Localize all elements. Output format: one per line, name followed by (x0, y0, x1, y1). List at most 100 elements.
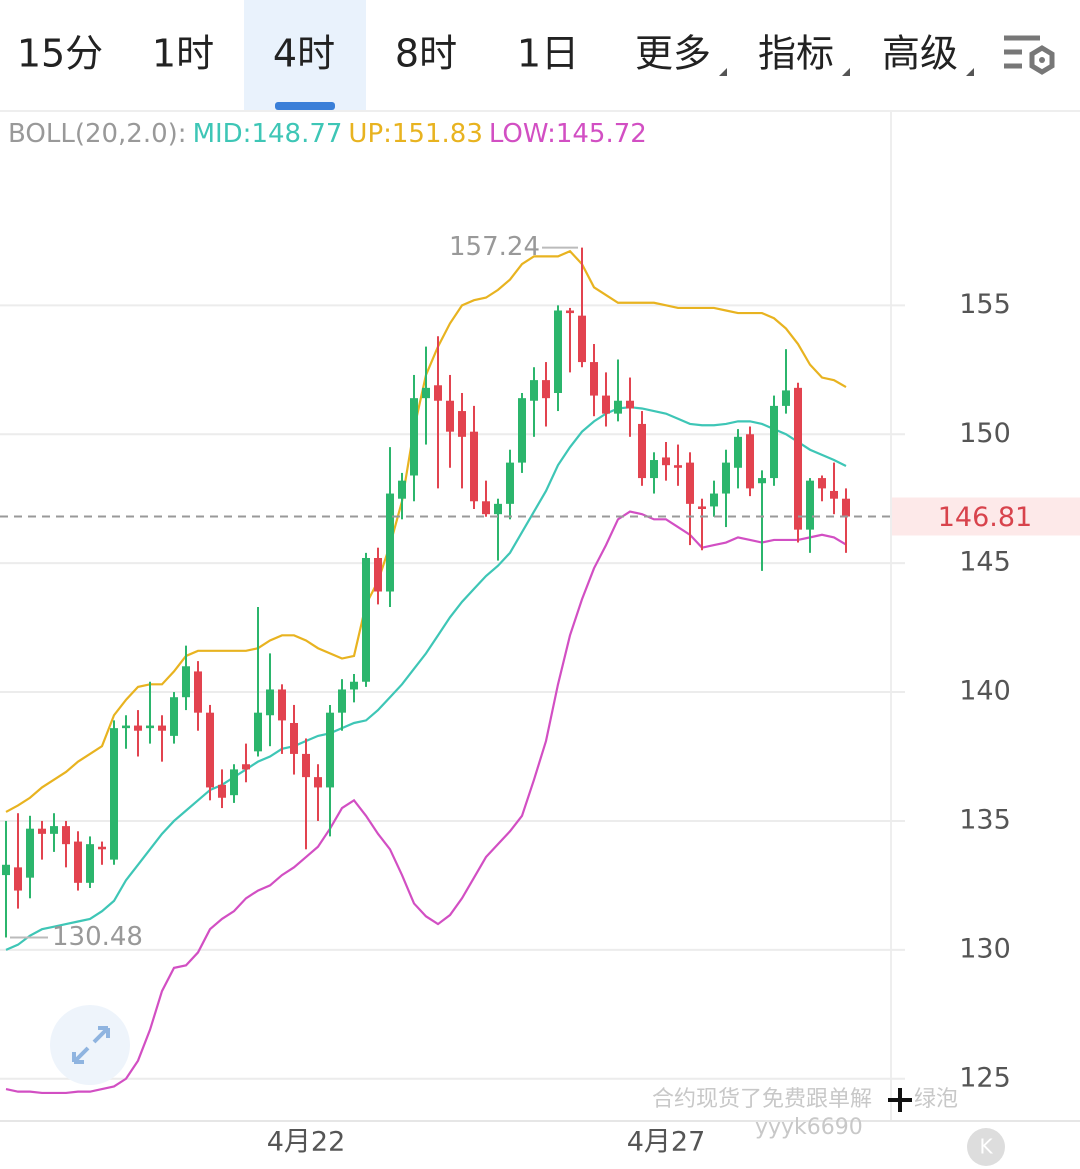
y-tick-label: 155 (959, 289, 1011, 320)
candle-body (482, 501, 490, 515)
candle-body (626, 400, 634, 409)
candle-body (590, 362, 598, 396)
candle-body (698, 506, 706, 510)
candle-body (782, 390, 790, 406)
candle-body (710, 493, 718, 507)
candle-body (278, 689, 286, 721)
dropdown-caret (966, 68, 974, 76)
candle-body (254, 712, 262, 752)
candle-body (602, 395, 610, 414)
candle-body (146, 725, 154, 729)
candle-body (770, 405, 778, 479)
candle-body (446, 400, 454, 432)
candle-body (506, 462, 514, 504)
tab[interactable]: 更多 (635, 32, 711, 76)
watermark: 合约现货了免费跟单解 (652, 1087, 872, 1112)
y-tick-label: 125 (959, 1062, 1011, 1093)
min-label: 130.48 (52, 922, 143, 952)
candle-body (734, 436, 742, 468)
watermark: 绿泡 (914, 1087, 958, 1112)
candle-body (134, 725, 142, 731)
candle-body (458, 411, 466, 437)
candle-body (362, 557, 370, 682)
candle-body (470, 431, 478, 502)
tab[interactable]: 1日 (517, 32, 579, 76)
candle-body (2, 864, 10, 876)
candle-body (230, 769, 238, 796)
candle-body (326, 712, 334, 788)
active-tab-bg (244, 0, 366, 110)
candle-body (722, 462, 730, 494)
candle-body (530, 380, 538, 401)
candle-body (542, 380, 550, 399)
expand-button[interactable] (50, 1005, 130, 1085)
candle-body (182, 666, 190, 698)
candle-body (338, 689, 346, 713)
candle-body (218, 784, 226, 798)
dropdown-caret (842, 68, 850, 76)
candle-body (410, 398, 418, 476)
candle-body (830, 490, 838, 499)
last-price-box (892, 497, 1080, 536)
candle-body (554, 310, 562, 394)
candle-body (62, 826, 70, 845)
y-tick-label: 140 (959, 676, 1011, 707)
plus-icon (888, 1088, 912, 1112)
plot: 125 130 135 140 145 150 155 4月22 4月27 157.24 130.4… (0, 232, 1080, 1158)
candle-body (290, 722, 298, 754)
y-tick-label: 150 (959, 418, 1011, 449)
candle-body (746, 434, 754, 489)
band-line (5, 406, 847, 951)
candle-body (566, 310, 574, 314)
candle-body (842, 498, 850, 517)
candle-body (794, 387, 802, 530)
candle-body (686, 462, 694, 504)
candle-body (374, 557, 382, 592)
candle-body (614, 400, 622, 414)
svg-text:K: K (979, 1135, 993, 1159)
candle-body (314, 777, 322, 788)
legend-entry: MID:148.77 (193, 119, 343, 149)
tab[interactable]: 指标 (758, 32, 834, 76)
settings-icon[interactable] (1004, 35, 1055, 75)
indicator-legend: BOLL(20,2.0): MID:148.77 UP:151.83 LOW:145.… (8, 119, 647, 149)
candle-body (158, 725, 166, 731)
candle-body (122, 725, 130, 729)
last-price-label: 146.81 (938, 502, 1032, 533)
candle-body (194, 671, 202, 713)
legend-entry: LOW:145.72 (489, 119, 647, 149)
tab[interactable]: 4时 (273, 32, 335, 76)
max-label: 157.24 (449, 232, 540, 262)
candle-body (494, 503, 502, 515)
tab-bar: 15分 1时 4时 8时 1日 更多 指标 高级 (17, 0, 974, 110)
candle-body (74, 841, 82, 883)
candle-body (38, 828, 46, 834)
watermark: yyyk6690 (755, 1115, 863, 1140)
tab[interactable]: 8时 (395, 32, 457, 76)
x-tick-label: 4月27 (627, 1127, 706, 1158)
candle-body (14, 867, 22, 891)
candle-body (818, 478, 826, 489)
k-button[interactable]: K (967, 1128, 1005, 1166)
tab[interactable]: 高级 (882, 32, 958, 76)
candle-body (806, 480, 814, 530)
legend-entry: UP:151.83 (348, 119, 482, 149)
band-line (5, 510, 847, 1095)
candle-body (110, 728, 118, 860)
candle-body (26, 828, 34, 878)
candle-body (758, 478, 766, 484)
candle-body (386, 493, 394, 592)
tab[interactable]: 15分 (17, 32, 103, 76)
x-tick-label: 4月22 (267, 1127, 346, 1158)
y-tick-label: 135 (959, 804, 1011, 835)
candle-body (638, 423, 646, 479)
candle-body (98, 846, 106, 850)
tab[interactable]: 1时 (152, 32, 214, 76)
y-tick-label: 130 (959, 933, 1011, 964)
candle-body (434, 385, 442, 401)
candle-body (350, 681, 358, 690)
y-tick-label: 145 (959, 547, 1011, 578)
active-tab-indicator (275, 102, 335, 110)
